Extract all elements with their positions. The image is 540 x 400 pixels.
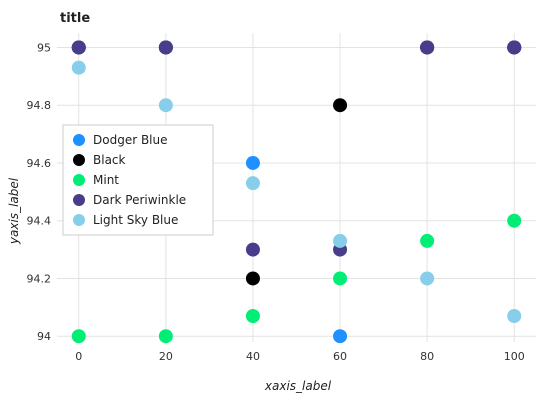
- data-point: [333, 233, 348, 248]
- series-mint: [71, 213, 522, 344]
- data-point: [245, 176, 260, 191]
- data-point: [158, 40, 173, 55]
- y-tick-label: 94.8: [27, 99, 52, 112]
- data-point: [507, 40, 522, 55]
- x-tick-label: 40: [246, 350, 260, 363]
- legend-marker: [73, 194, 85, 206]
- data-point: [71, 40, 86, 55]
- legend-label: Dodger Blue: [93, 133, 168, 147]
- series-light-sky-blue: [71, 60, 522, 324]
- y-axis-title: yaxis_label: [7, 177, 21, 245]
- x-axis-ticks: 0 20 40 60 80 100: [75, 350, 524, 363]
- y-tick-label: 94.6: [27, 157, 52, 170]
- data-point: [245, 155, 260, 170]
- x-axis-title: xaxis_label: [264, 379, 332, 393]
- data-point: [333, 329, 348, 344]
- data-point: [245, 242, 260, 257]
- legend: Dodger Blue Black Mint Dark Periwinkle Light…: [62, 124, 214, 236]
- legend-marker: [73, 154, 85, 166]
- data-point: [71, 60, 86, 75]
- y-tick-label: 95: [37, 41, 51, 54]
- legend-marker: [73, 134, 85, 146]
- data-point: [71, 329, 86, 344]
- y-axis-ticks: 94 94.2 94.4 94.6 94.8 95: [27, 41, 52, 343]
- chart-title: title: [60, 11, 90, 26]
- data-point: [245, 271, 260, 286]
- x-tick-label: 0: [75, 350, 82, 363]
- data-point: [420, 233, 435, 248]
- y-tick-label: 94: [37, 330, 51, 343]
- data-point: [507, 309, 522, 324]
- legend-label: Light Sky Blue: [93, 213, 178, 227]
- data-point: [420, 40, 435, 55]
- legend-label: Mint: [93, 173, 119, 187]
- x-tick-label: 100: [504, 350, 525, 363]
- data-point: [333, 98, 348, 113]
- legend-label: Black: [93, 153, 126, 167]
- x-tick-label: 20: [159, 350, 173, 363]
- legend-marker: [73, 174, 85, 186]
- legend-box: [62, 124, 214, 236]
- y-tick-label: 94.4: [27, 215, 52, 228]
- y-tick-label: 94.2: [27, 272, 52, 285]
- data-point: [507, 213, 522, 228]
- data-point: [420, 271, 435, 286]
- data-points: [71, 40, 522, 344]
- data-point: [333, 271, 348, 286]
- data-point: [158, 329, 173, 344]
- legend-label: Dark Periwinkle: [93, 193, 186, 207]
- data-point: [158, 98, 173, 113]
- data-point: [245, 309, 260, 324]
- x-tick-label: 80: [420, 350, 434, 363]
- x-tick-label: 60: [333, 350, 347, 363]
- legend-marker: [73, 214, 85, 226]
